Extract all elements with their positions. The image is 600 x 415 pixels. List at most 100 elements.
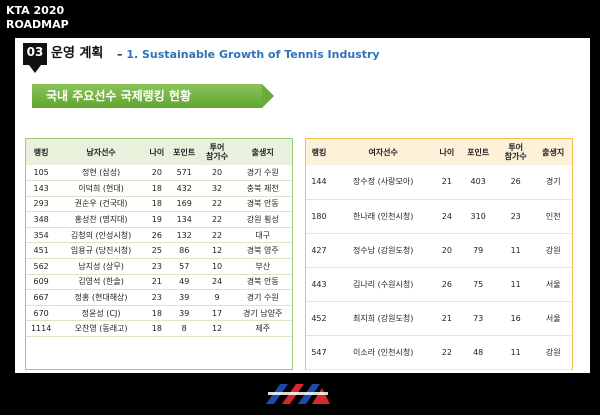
male-cell: 17 — [200, 305, 234, 322]
male-cell: 경북 안동 — [233, 196, 292, 213]
male-table-row: 562 남지성 (상무) 23 57 10 부산 — [26, 258, 292, 275]
section-subtitle-text: 1. Sustainable Growth of Tennis Industry — [126, 48, 380, 61]
female-table-row: 180 한나래 (인천시청) 24 310 23 인천 — [306, 199, 572, 234]
male-cell: 562 — [26, 258, 57, 275]
male-cell: 부산 — [233, 258, 292, 275]
male-cell: 정현 (삼성) — [56, 165, 146, 182]
female-cell: 이소라 (인천시청) — [331, 335, 435, 370]
male-cell: 제주 — [233, 320, 292, 338]
male-table-row: 667 정홍 (현대해상) 23 39 9 경기 수원 — [26, 289, 292, 306]
male-cell: 23 — [145, 289, 168, 306]
male-cell: 348 — [26, 211, 57, 228]
male-cell: 12 — [200, 242, 234, 260]
app-title: KTA 2020 — [6, 4, 65, 17]
male-cell: 571 — [167, 165, 201, 182]
male-cell: 670 — [26, 305, 57, 322]
male-cell: 18 — [145, 320, 168, 338]
male-cell: 22 — [200, 196, 234, 213]
male-cell: 451 — [26, 242, 57, 260]
male-cell: 경기 수원 — [233, 289, 292, 306]
male-cell: 57 — [167, 258, 201, 275]
male-cell: 오찬영 (동래고) — [56, 320, 146, 338]
section-subtitle: – 1. Sustainable Growth of Tennis Indust… — [117, 48, 380, 62]
male-cell: 354 — [26, 227, 57, 244]
male-table-row: 293 권순우 (건국대) 18 169 22 경북 안동 — [26, 196, 292, 213]
male-cell: 12 — [200, 320, 234, 338]
male-cell: 105 — [26, 165, 57, 182]
female-cell: 11 — [496, 233, 535, 268]
ranking-banner: 국내 주요선수 국제랭킹 현황 — [32, 84, 274, 108]
male-cell: 남지성 (상무) — [56, 258, 146, 275]
male-cell: 432 — [167, 180, 201, 197]
female-header-cell: 랭킹 — [306, 139, 332, 165]
female-table-row: 144 장수정 (사랑모아) 21 403 26 경기 — [306, 165, 572, 200]
female-table-row: 443 김나리 (수원시청) 26 75 11 서울 — [306, 267, 572, 302]
female-cell: 21 — [434, 301, 460, 336]
male-cell: 임용규 (당진시청) — [56, 242, 146, 260]
section-number: 03 — [23, 43, 47, 73]
female-cell: 강원 — [534, 233, 572, 268]
male-cell: 169 — [167, 196, 201, 213]
male-cell: 18 — [145, 305, 168, 322]
male-cell: 강원 횡성 — [233, 211, 292, 228]
female-table-row: 547 이소라 (인천시청) 22 48 11 강원 — [306, 335, 572, 370]
male-cell: 경기 수원 — [233, 165, 292, 182]
male-cell: 24 — [200, 274, 234, 291]
male-header-cell: 투어 참가수 — [200, 139, 234, 165]
male-cell: 49 — [167, 274, 201, 291]
app-subtitle: ROADMAP — [6, 18, 69, 31]
female-header-cell: 나이 — [434, 139, 460, 165]
female-cell: 22 — [434, 335, 460, 370]
male-header-cell: 남자선수 — [56, 139, 146, 165]
female-cell: 24 — [434, 199, 460, 234]
female-header-cell: 투어 참가수 — [496, 139, 535, 165]
female-cell: 75 — [459, 267, 497, 302]
female-cell: 452 — [306, 301, 332, 336]
male-header-cell: 랭킹 — [26, 139, 57, 165]
female-cell: 경기 — [534, 165, 572, 200]
male-cell: 경기 남양주 — [233, 305, 292, 322]
male-cell: 정윤성 (CJ) — [56, 305, 146, 322]
male-cell: 대구 — [233, 227, 292, 244]
male-cell: 정홍 (현대해상) — [56, 289, 146, 306]
male-cell: 39 — [167, 289, 201, 306]
male-ranking-table: 랭킹 남자선수 나이 포인트 투어 참가수 출생지 105 정현 (삼성) 20 571 20 경기 … — [26, 139, 292, 338]
male-cell: 39 — [167, 305, 201, 322]
male-table-row: 143 이덕희 (현대) 18 432 32 충북 제천 — [26, 180, 292, 197]
female-cell: 26 — [496, 165, 535, 200]
male-cell: 293 — [26, 196, 57, 213]
section-title: 운영 계획 — [51, 46, 104, 61]
female-cell: 서울 — [534, 301, 572, 336]
male-cell: 8 — [167, 320, 201, 338]
female-cell: 73 — [459, 301, 497, 336]
female-ranking-table: 랭킹 여자선수 나이 포인트 투어 참가수 출생지 144 장수정 (사랑모아) 21 403 26… — [306, 139, 572, 370]
male-table-row: 348 홍성찬 (명지대) 19 134 22 강원 횡성 — [26, 211, 292, 228]
female-cell: 403 — [459, 165, 497, 200]
male-cell: 경북 안동 — [233, 274, 292, 291]
male-cell: 김영석 (한솔) — [56, 274, 146, 291]
female-cell: 48 — [459, 335, 497, 370]
female-cell: 한나래 (인천시청) — [331, 199, 435, 234]
female-cell: 정수남 (강원도청) — [331, 233, 435, 268]
male-ranking-table-panel: 랭킹 남자선수 나이 포인트 투어 참가수 출생지 105 정현 (삼성) 20 571 20 경기 … — [25, 138, 293, 370]
male-cell: 26 — [145, 227, 168, 244]
female-cell: 547 — [306, 335, 332, 370]
female-cell: 11 — [496, 335, 535, 370]
female-cell: 26 — [434, 267, 460, 302]
male-table-row: 354 김청의 (안성시청) 26 132 22 대구 — [26, 227, 292, 244]
male-cell: 18 — [145, 180, 168, 197]
male-header-cell: 나이 — [145, 139, 168, 165]
male-cell: 21 — [145, 274, 168, 291]
female-cell: 310 — [459, 199, 497, 234]
male-cell: 18 — [145, 196, 168, 213]
female-table-row: 452 최지희 (강원도청) 21 73 16 서울 — [306, 301, 572, 336]
female-cell: 16 — [496, 301, 535, 336]
male-header-cell: 포인트 — [167, 139, 201, 165]
male-cell: 충북 제천 — [233, 180, 292, 197]
male-cell: 권순우 (건국대) — [56, 196, 146, 213]
male-table-row: 609 김영석 (한솔) 21 49 24 경북 안동 — [26, 274, 292, 291]
female-cell: 21 — [434, 165, 460, 200]
male-cell: 19 — [145, 211, 168, 228]
male-cell: 1114 — [26, 320, 57, 338]
female-cell: 최지희 (강원도청) — [331, 301, 435, 336]
